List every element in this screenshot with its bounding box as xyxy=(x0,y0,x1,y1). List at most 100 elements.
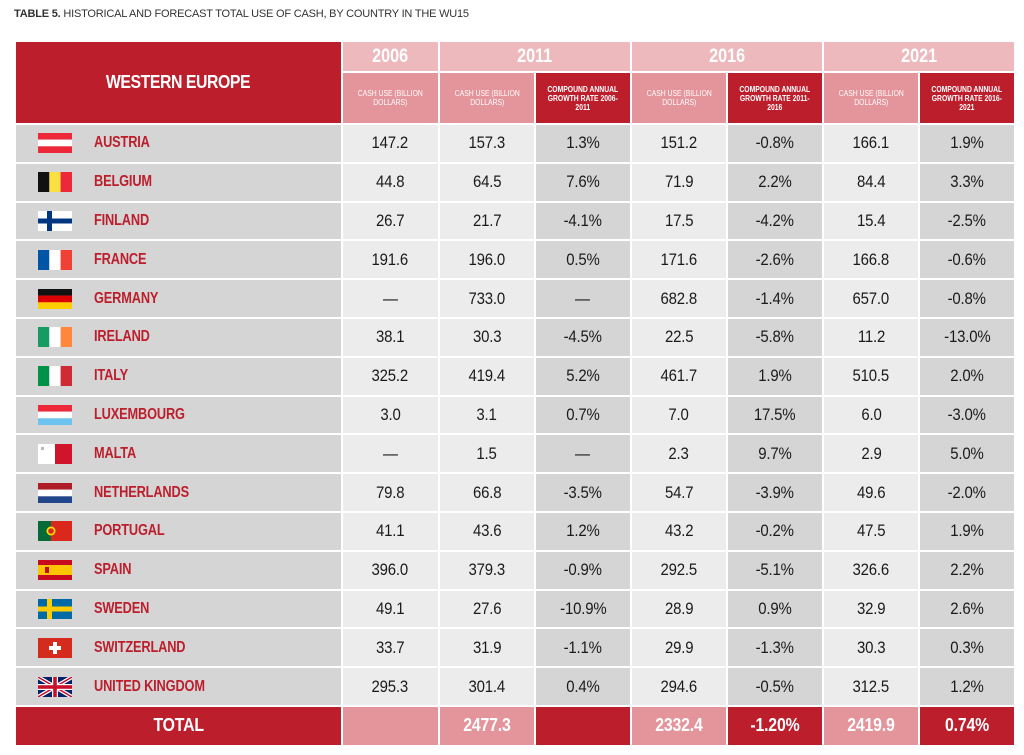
growth-2016-value: 1.9% xyxy=(758,366,792,386)
table-row: NETHERLANDS 79.8 66.8 -3.5% 54.7 -3.9% 49.6 -2.… xyxy=(14,472,1016,513)
table-row: BELGIUM 44.8 64.5 7.6% 71.9 2.2% 84.4 3.3% xyxy=(14,161,1016,203)
growth-2016-value: -0.2% xyxy=(755,521,795,541)
growth-2021-cell: 1.2% xyxy=(918,666,1016,707)
cash-2021-cell: 312.5 xyxy=(821,666,921,707)
cash-2021-value: 84.4 xyxy=(856,172,886,192)
growth-2021-value: 2.2% xyxy=(950,560,984,580)
cash-2011-value: 3.1 xyxy=(476,404,497,424)
country-name: AUSTRIA xyxy=(94,134,150,152)
growth-2011-value: — xyxy=(575,288,591,308)
cash-2011-cell: 64.5 xyxy=(437,161,537,203)
region-label: WESTERN EUROPE xyxy=(106,72,251,93)
cash-2006-cell: 325.2 xyxy=(340,355,440,397)
growth-2021-value: -0.8% xyxy=(948,288,987,308)
country-name: SWEDEN xyxy=(94,599,150,617)
switzerland-flag-icon xyxy=(38,637,72,658)
table-body: AUSTRIA 147.2 157.3 1.3% 151.2 -0.8% 166.1 1.9%… xyxy=(14,123,1016,707)
cash-2021-value: 166.1 xyxy=(852,133,890,153)
table-row: MALTA — 1.5 — 2.3 9.7% 2.9 5.0% xyxy=(14,433,1016,475)
growth-2011-value: — xyxy=(575,443,591,463)
cash-2006-value: — xyxy=(382,443,398,463)
table-row: FRANCE 191.6 196.0 0.5% 171.6 -2.6% 166.8 -0.6% xyxy=(14,239,1016,281)
cash-2006-cell: — xyxy=(340,278,440,319)
growth-2011-value: 0.4% xyxy=(566,676,600,696)
country-cell: SPAIN xyxy=(14,549,343,591)
growth-2016-cell: 9.7% xyxy=(726,433,824,475)
growth-2016-value: -0.8% xyxy=(755,133,795,153)
cash-2016-value: 22.5 xyxy=(664,327,694,347)
cash-2016-value: 29.9 xyxy=(664,637,694,657)
growth-2011-cell: -4.5% xyxy=(534,316,632,358)
country-cell: NETHERLANDS xyxy=(14,472,343,513)
table-row: SPAIN 396.0 379.3 -0.9% 292.5 -5.1% 326.6 2.2% xyxy=(14,549,1016,591)
country-cell: GERMANY xyxy=(14,278,343,319)
cash-2011-value: 196.0 xyxy=(468,249,506,269)
cash-2016-cell: 461.7 xyxy=(629,355,729,397)
cash-2006-value: 33.7 xyxy=(376,637,405,657)
cash-2006-cell: 396.0 xyxy=(340,549,440,591)
growth-2021-value: -3.0% xyxy=(948,404,987,424)
growth-2021-cell: 5.0% xyxy=(918,433,1016,475)
cash-2016-value: 294.6 xyxy=(660,676,698,696)
growth-2016-value: 0.9% xyxy=(758,598,792,618)
cash-2006-value: — xyxy=(382,288,398,308)
growth-2021-value: 2.6% xyxy=(950,598,984,618)
cash-2011-value: 157.3 xyxy=(468,133,506,153)
finland-flag-icon xyxy=(38,210,72,231)
growth-2016-value: 9.7% xyxy=(758,443,792,463)
cash-2011-cell: 157.3 xyxy=(437,123,537,164)
cash-use-table: WESTERN EUROPE 2006 2011 2016 2021 CASH … xyxy=(14,40,1017,747)
cash-2006-value: 79.8 xyxy=(376,482,405,502)
cash-2011-value: 419.4 xyxy=(468,366,506,386)
cash-2016-cell: 54.7 xyxy=(629,472,729,513)
growth-2016-2021-header: COMPOUND ANNUAL GROWTH RATE 2016-2021 xyxy=(918,71,1016,125)
table-row: UNITED KINGDOM 295.3 301.4 0.4% 294.6 -0.5% 31… xyxy=(14,666,1016,707)
growth-2021-cell: 0.3% xyxy=(918,627,1016,669)
growth-2016-value: -2.6% xyxy=(755,249,795,269)
cash-2011-cell: 43.6 xyxy=(437,510,537,552)
growth-2011-cell: 0.7% xyxy=(534,394,632,436)
growth-2016-value: 2.2% xyxy=(758,172,792,192)
cash-2021-value: 6.0 xyxy=(860,404,882,424)
total-label: TOTAL xyxy=(14,704,343,747)
germany-flag-icon xyxy=(38,288,72,309)
cash-2011-cell: 1.5 xyxy=(437,433,537,475)
table-row: ITALY 325.2 419.4 5.2% 461.7 1.9% 510.5 2.0% xyxy=(14,355,1016,397)
growth-2011-cell: 1.2% xyxy=(534,510,632,552)
cash-2021-value: 47.5 xyxy=(856,521,886,541)
table-row: FINLAND 26.7 21.7 -4.1% 17.5 -4.2% 15.4 -2.5% xyxy=(14,200,1016,242)
growth-2021-cell: -0.6% xyxy=(918,239,1016,281)
cash-2011-value: 379.3 xyxy=(468,560,506,580)
growth-2011-value: 0.7% xyxy=(566,404,600,424)
growth-2016-cell: -0.2% xyxy=(726,510,824,552)
cash-2021-cell: 11.2 xyxy=(821,316,921,358)
growth-2016-value: -0.5% xyxy=(755,676,795,696)
table-caption: TABLE 5. HISTORICAL AND FORECAST TOTAL U… xyxy=(14,8,469,20)
growth-2011-cell: 1.3% xyxy=(534,123,632,164)
cash-2011-value: 1.5 xyxy=(476,443,497,463)
cash-2006-cell: 191.6 xyxy=(340,239,440,281)
cash-use-2006-header: CASH USE (BILLION DOLLARS) xyxy=(340,71,440,125)
cash-2021-cell: 49.6 xyxy=(821,472,921,513)
growth-2016-value: -5.1% xyxy=(755,560,795,580)
cash-2016-cell: 294.6 xyxy=(629,666,729,707)
cash-2016-cell: 292.5 xyxy=(629,549,729,591)
growth-2021-value: 1.9% xyxy=(950,133,984,153)
cash-use-2011-header: CASH USE (BILLION DOLLARS) xyxy=(437,71,537,125)
cash-2006-cell: 44.8 xyxy=(340,161,440,203)
country-cell: SWEDEN xyxy=(14,588,343,630)
growth-2016-cell: -2.6% xyxy=(726,239,824,281)
cash-2006-cell: 33.7 xyxy=(340,627,440,669)
cash-use-2016-header: CASH USE (BILLION DOLLARS) xyxy=(629,71,729,125)
cash-2016-value: 71.9 xyxy=(664,172,694,192)
year-header-row: WESTERN EUROPE 2006 2011 2016 2021 xyxy=(14,40,1017,125)
growth-2011-value: -4.5% xyxy=(563,327,602,347)
table-row: LUXEMBOURG 3.0 3.1 0.7% 7.0 17.5% 6.0 -3.0% xyxy=(14,394,1016,436)
region-header: WESTERN EUROPE xyxy=(14,40,343,125)
growth-2021-cell: -2.0% xyxy=(918,472,1016,513)
cash-2006-cell: 147.2 xyxy=(340,123,440,164)
cash-2021-cell: 47.5 xyxy=(821,510,921,552)
cash-2021-value: 30.3 xyxy=(856,637,886,657)
growth-2021-value: -2.5% xyxy=(948,210,987,230)
growth-2021-value: 2.0% xyxy=(950,366,984,386)
